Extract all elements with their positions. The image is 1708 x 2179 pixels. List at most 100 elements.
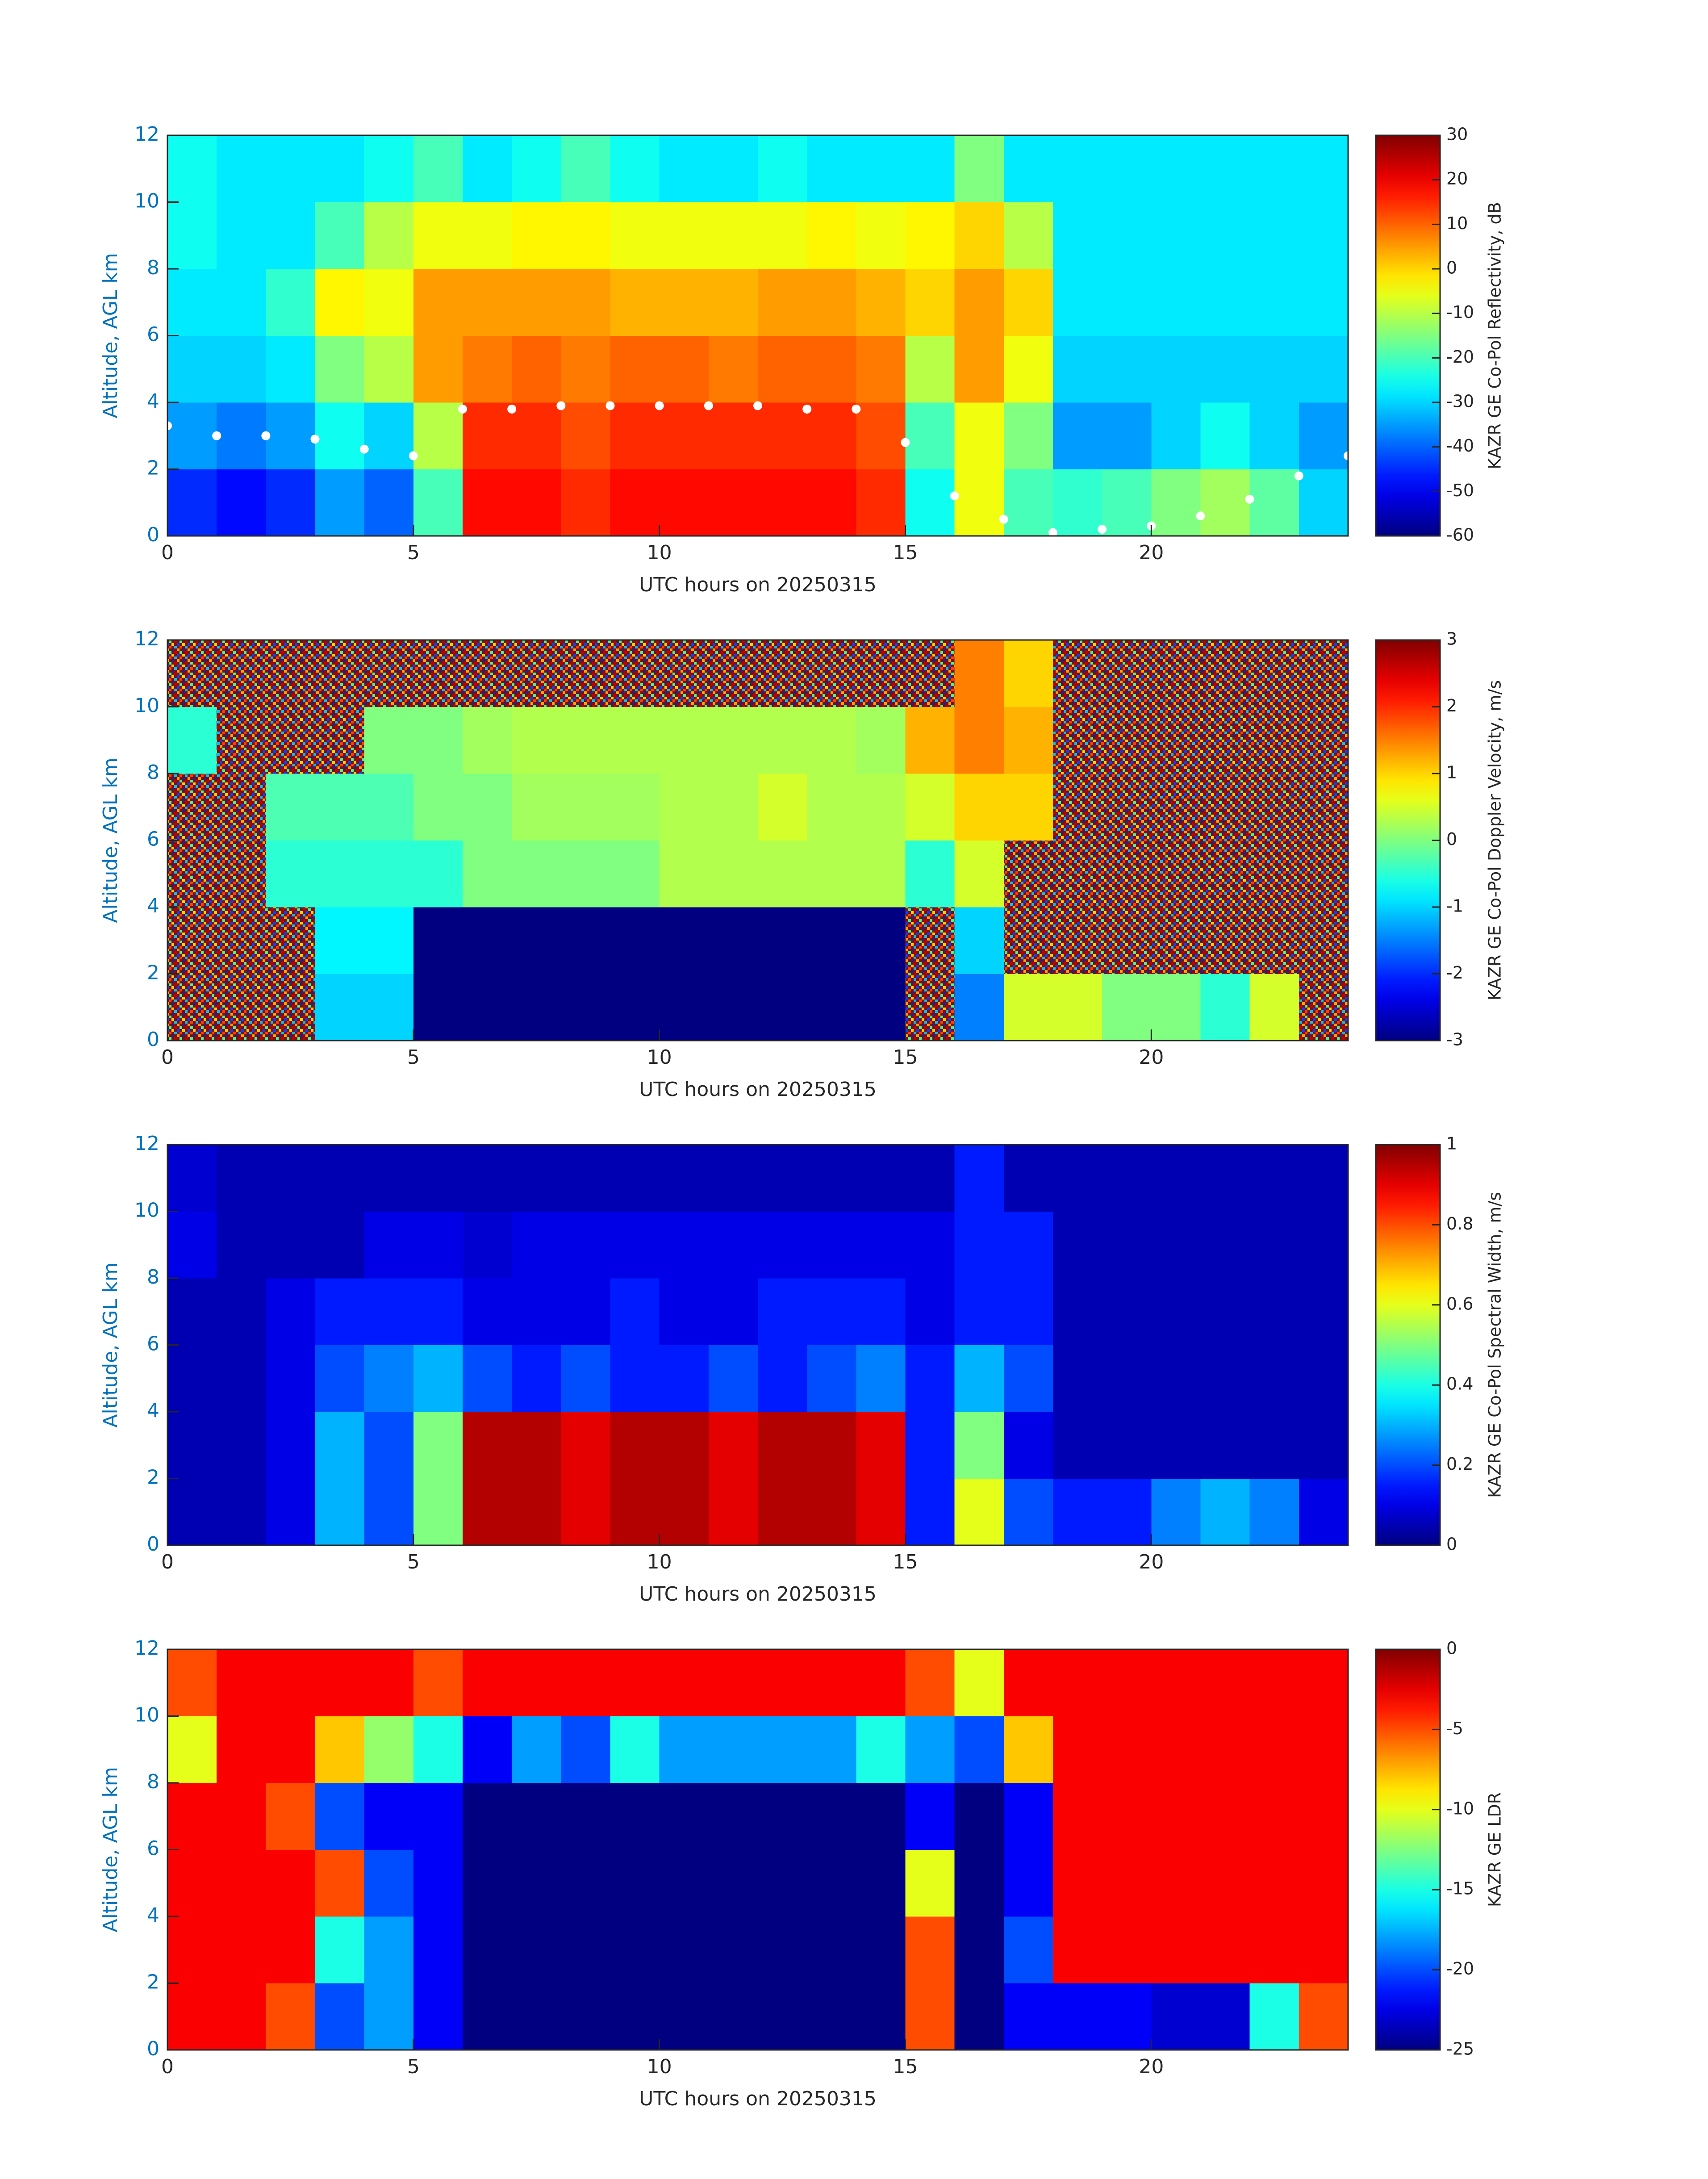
x-axis-label: UTC hours on 20250315 bbox=[639, 1078, 877, 1101]
heat-cell bbox=[856, 1649, 906, 1716]
heat-cell bbox=[463, 135, 512, 202]
heat-cell bbox=[1151, 1783, 1201, 1850]
heat-cell bbox=[413, 1649, 463, 1716]
heat-cell bbox=[856, 974, 906, 1041]
heat-cell bbox=[708, 707, 758, 774]
heat-cell bbox=[708, 1145, 758, 1212]
heat-cell bbox=[1151, 1983, 1201, 2050]
heat-cell bbox=[266, 1145, 315, 1212]
heat-cell bbox=[856, 1983, 906, 2050]
heat-cell bbox=[905, 1983, 955, 2050]
heat-cell bbox=[610, 1145, 660, 1212]
y-tick-label: 2 bbox=[147, 962, 159, 984]
heat-cell bbox=[413, 1916, 463, 1983]
heat-cell bbox=[1102, 269, 1152, 336]
heat-cell bbox=[561, 1412, 610, 1479]
heat-cell bbox=[167, 1412, 217, 1479]
heat-cell bbox=[1249, 1345, 1299, 1412]
no-data-cell bbox=[512, 640, 561, 707]
heat-cell bbox=[413, 1783, 463, 1850]
heat-cell bbox=[905, 402, 955, 469]
heat-cell bbox=[708, 202, 758, 269]
heat-cell bbox=[1200, 269, 1250, 336]
heat-cell bbox=[315, 402, 365, 469]
heat-cell bbox=[463, 1649, 512, 1716]
heat-cell bbox=[1200, 469, 1250, 536]
no-data-cell bbox=[561, 640, 610, 707]
heat-cell bbox=[905, 269, 955, 336]
heat-cell bbox=[954, 1916, 1004, 1983]
heat-cell bbox=[659, 1345, 709, 1412]
heat-cell bbox=[758, 707, 807, 774]
heat-cell bbox=[1003, 1783, 1053, 1850]
colorbar-tick-label: -15 bbox=[1446, 1879, 1474, 1899]
y-tick-label: 4 bbox=[147, 895, 159, 917]
heat-cell bbox=[167, 469, 217, 536]
heat-cell bbox=[1053, 1849, 1102, 1917]
heat-cell bbox=[413, 135, 463, 202]
y-tick-label: 2 bbox=[147, 1971, 159, 1994]
heat-cell bbox=[1200, 1345, 1250, 1412]
no-data-cell bbox=[463, 640, 512, 707]
heat-cell bbox=[659, 469, 709, 536]
heat-cell bbox=[561, 707, 610, 774]
heat-cell bbox=[266, 335, 315, 403]
heat-cell bbox=[856, 269, 906, 336]
heat-cell bbox=[856, 202, 906, 269]
heat-cell bbox=[610, 974, 660, 1041]
heat-cell bbox=[1299, 469, 1349, 536]
heat-cell bbox=[659, 974, 709, 1041]
heat-cell bbox=[512, 1649, 561, 1716]
heat-cell bbox=[807, 1145, 856, 1212]
heat-cell bbox=[413, 1478, 463, 1546]
heat-cell bbox=[610, 335, 660, 403]
heat-cell bbox=[659, 1145, 709, 1212]
colorbar-tick-label: -30 bbox=[1446, 392, 1474, 411]
no-data-cell bbox=[1299, 774, 1349, 841]
heat-cell bbox=[413, 1278, 463, 1345]
heat-cell bbox=[266, 1916, 315, 1983]
no-data-cell bbox=[315, 640, 365, 707]
no-data-cell bbox=[905, 640, 955, 707]
heat-cell bbox=[807, 907, 856, 974]
heat-cell bbox=[659, 202, 709, 269]
heat-cell bbox=[217, 269, 266, 336]
heat-cell bbox=[1003, 774, 1053, 841]
heat-cell bbox=[807, 974, 856, 1041]
heat-cell bbox=[708, 1783, 758, 1850]
heat-cell bbox=[167, 335, 217, 403]
heat-cell bbox=[1102, 1278, 1152, 1345]
heat-cell bbox=[1053, 1211, 1102, 1279]
heat-cell bbox=[217, 1145, 266, 1212]
heat-cell bbox=[905, 1783, 955, 1850]
heat-cell bbox=[1102, 202, 1152, 269]
heat-cell bbox=[561, 1916, 610, 1983]
y-tick-label: 12 bbox=[134, 123, 159, 146]
heat-cell bbox=[167, 202, 217, 269]
heat-cell bbox=[954, 907, 1004, 974]
heat-cell bbox=[1102, 402, 1152, 469]
x-tick-label: 0 bbox=[161, 541, 174, 564]
heat-cell bbox=[1102, 1345, 1152, 1412]
x-tick-label: 15 bbox=[893, 541, 918, 564]
heat-cell bbox=[167, 1716, 217, 1783]
heat-cell bbox=[1151, 202, 1201, 269]
no-data-cell bbox=[1200, 640, 1250, 707]
heat-cell bbox=[364, 1412, 414, 1479]
heat-cell bbox=[954, 269, 1004, 336]
heat-cell bbox=[1249, 1211, 1299, 1279]
no-data-cell bbox=[167, 774, 217, 841]
heat-cell bbox=[561, 202, 610, 269]
heat-cell bbox=[1102, 1145, 1152, 1212]
heat-cell bbox=[413, 469, 463, 536]
heat-cell bbox=[758, 1345, 807, 1412]
heat-cell bbox=[758, 1983, 807, 2050]
heat-cell bbox=[266, 1478, 315, 1546]
heat-cell bbox=[807, 1649, 856, 1716]
heat-cell bbox=[1151, 974, 1201, 1041]
heat-cell bbox=[659, 774, 709, 841]
y-tick-label: 0 bbox=[147, 523, 159, 546]
heat-cell bbox=[1151, 469, 1201, 536]
heat-cell bbox=[463, 1412, 512, 1479]
heat-cell bbox=[561, 907, 610, 974]
